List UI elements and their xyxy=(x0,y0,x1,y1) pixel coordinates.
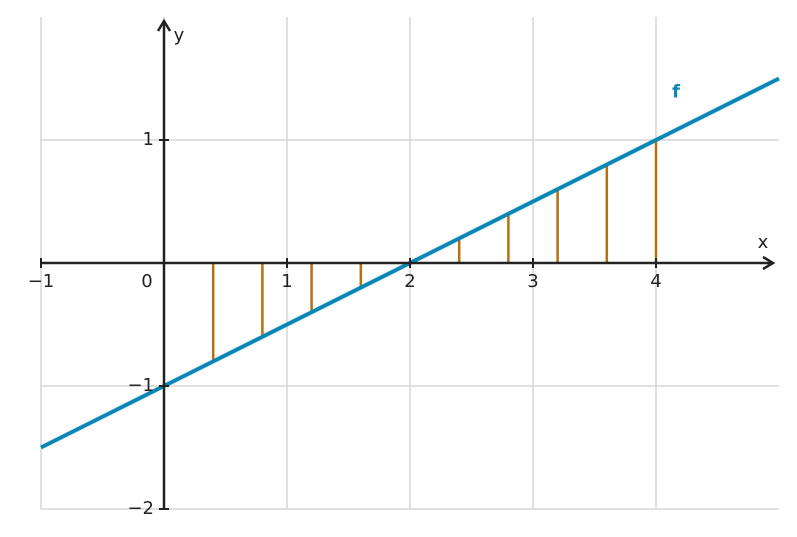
x-axis-label: x xyxy=(758,232,769,253)
x-tick-label: 1 xyxy=(281,271,292,292)
x-tick-label: 4 xyxy=(650,271,661,292)
x-tick-label: 2 xyxy=(404,271,415,292)
x-axis-arrow xyxy=(762,255,776,271)
x-tick-label: −1 xyxy=(28,271,55,292)
y-tick-label: 1 xyxy=(143,129,154,150)
axes xyxy=(40,18,776,510)
function-label: f xyxy=(672,82,680,103)
y-tick-label: −1 xyxy=(127,375,154,396)
y-tick-label: −2 xyxy=(127,498,154,519)
y-axis-label: y xyxy=(174,25,185,46)
y-axis-arrow xyxy=(156,18,172,32)
x-tick-label: 3 xyxy=(527,271,538,292)
x-tick-label: 0 xyxy=(141,271,152,292)
